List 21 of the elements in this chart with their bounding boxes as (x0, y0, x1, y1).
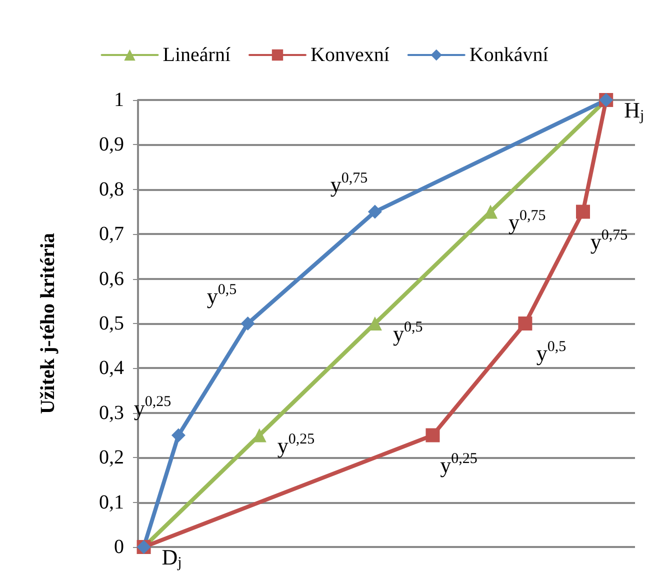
y-tick-label: 0,4 (99, 357, 124, 380)
y-tick-label: 0,5 (99, 312, 124, 334)
y-tick-label: 0 (114, 536, 124, 558)
point (426, 428, 440, 442)
y-tick-label: 0,6 (99, 268, 124, 290)
point (518, 316, 532, 330)
y-tick-label: 0,8 (99, 178, 124, 200)
y-tick-label: 0,9 (99, 134, 124, 156)
y-tick-label: 0,7 (99, 223, 124, 246)
y-tick-label: 1 (114, 89, 124, 111)
point (240, 316, 255, 330)
legend-label: Konkávní (469, 44, 549, 66)
y-tick-label: 0,2 (99, 446, 124, 469)
legend-label: Lineární (162, 44, 231, 66)
point (368, 204, 382, 219)
y-tick-label: 0,1 (99, 491, 124, 514)
legend-label: Konvexní (310, 44, 390, 66)
y-axis-title: Užitek j-tého kritéria (37, 232, 59, 414)
point (576, 204, 590, 219)
y-tick-label: 0,3 (99, 402, 124, 424)
point (171, 428, 186, 442)
